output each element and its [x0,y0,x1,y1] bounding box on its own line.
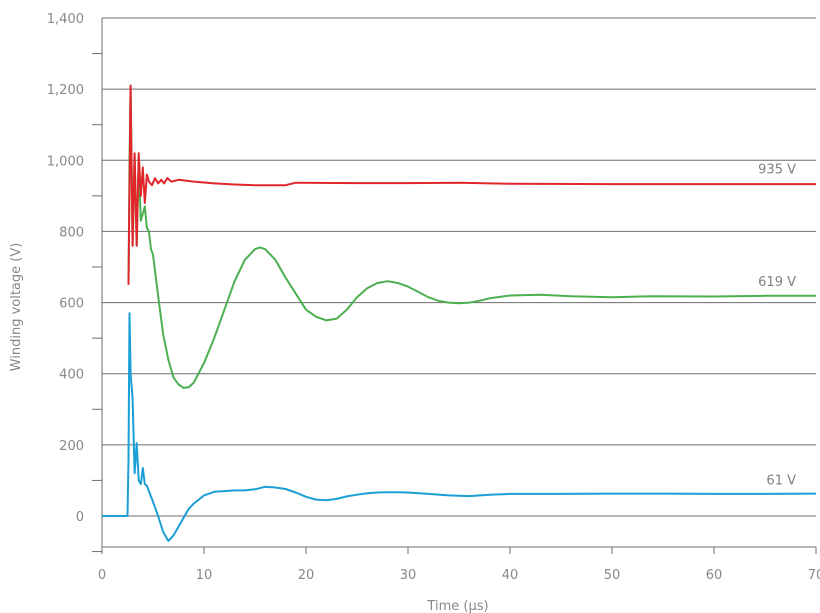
x-tick-label-60: 60 [706,568,723,583]
x-tick-label-70: 70 [808,568,820,583]
y-tick-label-200: 200 [59,439,84,454]
x-tick-label-30: 30 [400,568,417,583]
series-lines [102,84,817,542]
series-line-935-v [127,84,816,285]
x-axis-title: Time (µs) [426,599,488,613]
y-tick-label-400: 400 [59,368,84,383]
x-tick-label-20: 20 [298,568,315,583]
y-tick-label-1200: 1,200 [47,83,84,98]
y-axis-title: Winding voltage (V) [9,243,24,372]
x-tick-label-10: 10 [196,568,213,583]
x-tick-label-0: 0 [98,568,106,583]
grid-lines [102,17,816,517]
y-tick-label-1400: 1,400 [47,12,84,27]
y-tick-label-600: 600 [59,297,84,312]
series-line-619-v [127,84,816,389]
end-label-619-v: 619 V [758,275,796,290]
y-tick-label-1000: 1,000 [47,154,84,169]
end-label-61-v: 61 V [766,473,796,488]
y-tick-label-800: 800 [59,225,84,240]
y-tick-label-0: 0 [76,510,84,525]
series-end-labels: 935 V 619 V 61 V [758,162,796,488]
x-tick-label-50: 50 [604,568,621,583]
axes [101,18,816,548]
y-axis-ticks: 0 200 400 600 800 1,000 1,200 1,400 [47,12,102,553]
end-label-935-v: 935 V [758,162,796,177]
x-tick-label-40: 40 [502,568,519,583]
series-line-61-v [102,312,817,542]
x-axis-ticks: 0 10 20 30 40 50 60 70 [98,547,820,583]
